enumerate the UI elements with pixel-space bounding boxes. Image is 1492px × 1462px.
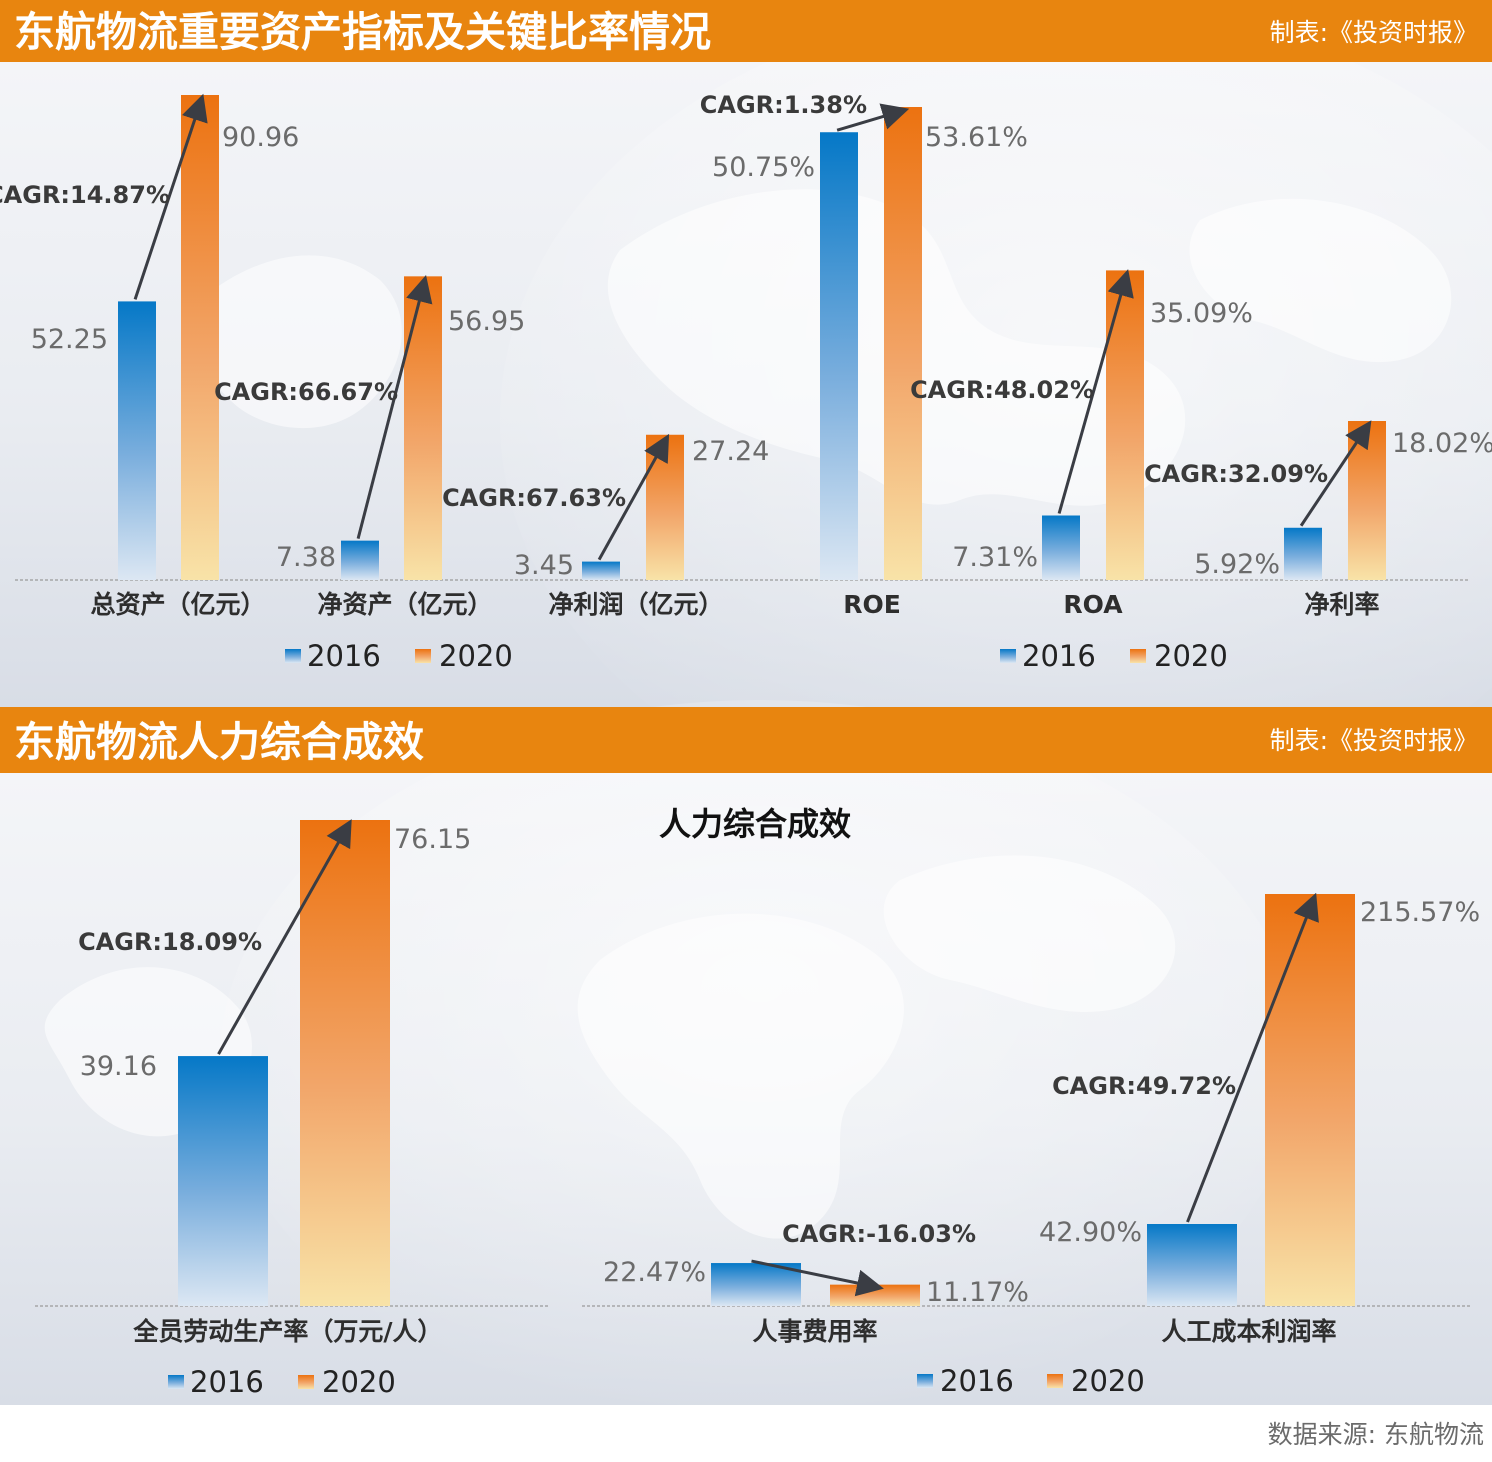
chart-marks: 52.25 90.96 CAGR:14.87% 总资产（亿元） 7.38 56.95 CAG… xyxy=(0,91,1492,1346)
section-banner-bottom xyxy=(0,707,1492,773)
data-label-2020: 27.24 xyxy=(692,436,769,467)
legend-label-2020: 2020 xyxy=(1154,639,1228,673)
bar-2016 xyxy=(118,301,156,580)
data-label-2016: 5.92% xyxy=(1194,549,1280,580)
legend-swatch-2016 xyxy=(285,649,301,663)
data-label-2016: 7.38 xyxy=(276,542,336,573)
cagr-annotation: CAGR:-16.03% xyxy=(782,1220,976,1248)
legend-bottom-right: 2016 2020 xyxy=(917,1364,1145,1398)
category-label: 净利率 xyxy=(1304,590,1379,619)
data-label-2016: 42.90% xyxy=(1039,1217,1142,1248)
legend-label-2016: 2016 xyxy=(940,1364,1014,1398)
bar-2016 xyxy=(341,540,379,580)
growth-arrow xyxy=(1186,892,1319,1223)
section-title-top: 东航物流重要资产指标及关键比率情况 xyxy=(14,8,711,56)
bar-2016 xyxy=(711,1263,801,1306)
cagr-annotation: CAGR:48.02% xyxy=(910,376,1094,404)
legend-top-right: 2016 2020 xyxy=(1000,639,1228,673)
legend-label-2016: 2016 xyxy=(190,1365,264,1399)
data-label-2016: 7.31% xyxy=(952,542,1038,573)
bar-2016 xyxy=(178,1056,268,1306)
chart-title-hr: 人力综合成效 xyxy=(659,805,851,843)
data-label-2016: 39.16 xyxy=(80,1051,157,1082)
cagr-annotation: CAGR:18.09% xyxy=(78,928,262,956)
cagr-annotation: CAGR:49.72% xyxy=(1052,1072,1236,1100)
growth-arrow xyxy=(1057,269,1134,514)
source-note: 数据来源: 东航物流 xyxy=(1268,1420,1484,1449)
data-label-2020: 90.96 xyxy=(222,122,299,153)
category-label: ROE xyxy=(843,590,901,619)
category-label: 人工成本利润率 xyxy=(1161,1317,1336,1346)
data-label-2020: 76.15 xyxy=(394,824,471,855)
cagr-annotation: CAGR:1.38% xyxy=(700,91,867,119)
legend-bottom-left: 2016 2020 xyxy=(168,1365,396,1399)
data-label-2020: 18.02% xyxy=(1392,428,1492,459)
bar-2016 xyxy=(582,561,620,580)
legend-label-2016: 2016 xyxy=(1022,639,1096,673)
cagr-annotation: CAGR:14.87% xyxy=(0,181,170,209)
section-title-bottom: 东航物流人力综合成效 xyxy=(14,718,424,766)
data-label-2020: 215.57% xyxy=(1360,897,1480,928)
data-label-2020: 11.17% xyxy=(926,1277,1029,1308)
data-label-2016: 50.75% xyxy=(712,152,815,183)
bar-2020 xyxy=(404,276,442,580)
growth-arrow xyxy=(356,274,433,540)
bar-2020 xyxy=(1265,894,1355,1306)
legend-label-2020: 2020 xyxy=(322,1365,396,1399)
growth-arrow xyxy=(1299,420,1372,527)
bar-2016 xyxy=(1042,515,1080,580)
data-label-2020: 53.61% xyxy=(925,122,1028,153)
footer-background xyxy=(0,1405,1492,1462)
cagr-annotation: CAGR:66.67% xyxy=(214,378,398,406)
bar-2016 xyxy=(1284,527,1322,580)
growth-arrow xyxy=(217,819,352,1055)
world-map-watermark xyxy=(44,0,1492,1420)
legend-top-left: 2016 2020 xyxy=(285,639,513,673)
bar-2020 xyxy=(884,107,922,580)
category-label: 人事费用率 xyxy=(752,1317,877,1346)
bar-2020 xyxy=(1106,270,1144,580)
category-label: 净资产（亿元） xyxy=(317,590,492,619)
category-label: 净利润（亿元） xyxy=(548,590,723,619)
growth-arrow xyxy=(133,93,208,300)
cagr-annotation: CAGR:32.09% xyxy=(1144,460,1328,488)
data-label-2016: 3.45 xyxy=(514,550,574,581)
legend-swatch-2020 xyxy=(415,649,431,663)
bar-2020 xyxy=(300,820,390,1306)
section-credit-bottom: 制表:《投资时报》 xyxy=(1270,726,1478,755)
data-label-2020: 35.09% xyxy=(1150,298,1253,329)
section-banner-top xyxy=(0,0,1492,62)
bar-2020 xyxy=(181,95,219,580)
legend-swatch-2020 xyxy=(1047,1374,1063,1388)
bar-2016 xyxy=(820,132,858,581)
category-label: 全员劳动生产率（万元/人） xyxy=(132,1317,442,1346)
cagr-annotation: CAGR:67.63% xyxy=(442,484,626,512)
growth-arrow xyxy=(836,103,910,132)
growth-arrow xyxy=(597,433,670,561)
data-label-2020: 56.95 xyxy=(448,306,525,337)
section-credit-top: 制表:《投资时报》 xyxy=(1270,18,1478,47)
legend-swatch-2020 xyxy=(1130,649,1146,663)
category-label: 总资产（亿元） xyxy=(90,590,265,619)
bar-2020 xyxy=(646,434,684,580)
growth-arrow xyxy=(751,1259,884,1297)
legend-swatch-2020 xyxy=(298,1375,314,1389)
data-label-2016: 22.47% xyxy=(603,1257,706,1288)
legend-label-2016: 2016 xyxy=(307,639,381,673)
data-label-2016: 52.25 xyxy=(31,324,108,355)
legend-swatch-2016 xyxy=(917,1374,933,1388)
legend-swatch-2016 xyxy=(168,1375,184,1389)
legend-swatch-2016 xyxy=(1000,649,1016,663)
legend-label-2020: 2020 xyxy=(1071,1364,1145,1398)
bar-2016 xyxy=(1147,1224,1237,1306)
legend-label-2020: 2020 xyxy=(439,639,513,673)
category-label: ROA xyxy=(1063,590,1123,619)
